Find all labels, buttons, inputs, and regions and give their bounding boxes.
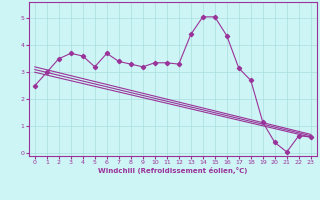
X-axis label: Windchill (Refroidissement éolien,°C): Windchill (Refroidissement éolien,°C) (98, 167, 247, 174)
